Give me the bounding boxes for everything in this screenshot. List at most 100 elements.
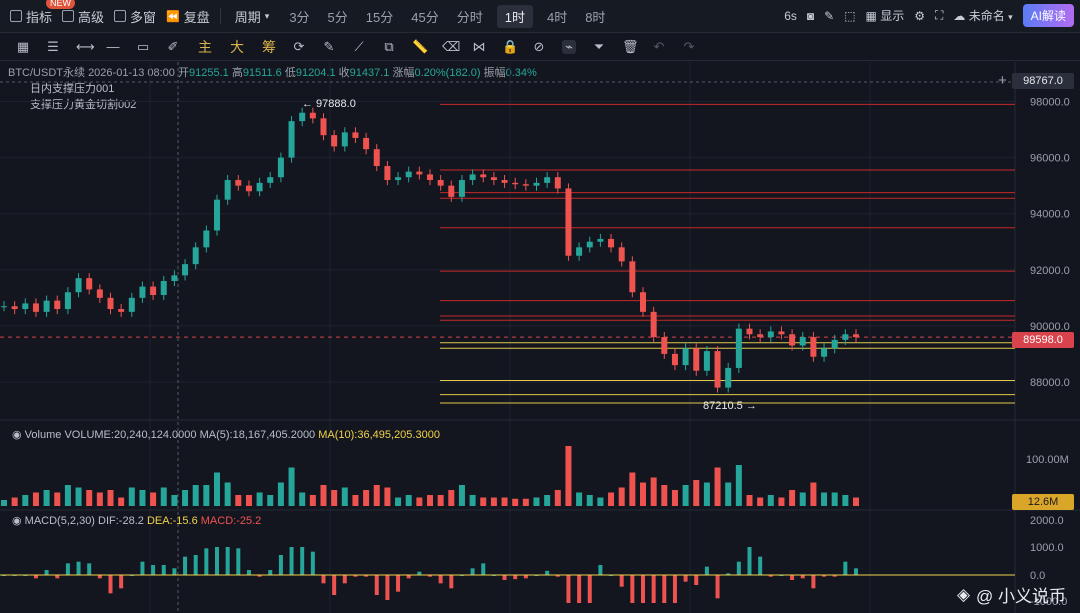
visibility-icon[interactable]: ⊘ — [533, 38, 545, 54]
menu-icon[interactable]: ☰ — [47, 38, 59, 54]
period-45m[interactable]: 45分 — [411, 9, 439, 25]
volume-bar — [75, 487, 82, 506]
camera-icon[interactable]: ◙ — [806, 8, 815, 23]
candle-body — [821, 348, 828, 357]
line-tool-icon[interactable]: ⟋ — [354, 38, 364, 54]
macd-bar — [459, 575, 464, 576]
volume-bar — [757, 497, 764, 506]
candle-body — [480, 174, 487, 178]
macd-bar — [225, 547, 230, 575]
candle-body — [203, 230, 210, 248]
eraser-icon[interactable]: ⌫ — [442, 38, 461, 54]
period-5m[interactable]: 5分 — [327, 9, 348, 25]
change-label: 涨幅 — [392, 67, 415, 79]
volume-bar — [554, 490, 561, 506]
trend-line-icon[interactable]: ⟷ — [76, 38, 95, 54]
copy-icon[interactable]: ⧉ — [384, 38, 394, 54]
magnet-icon[interactable]: ⋈ — [472, 38, 486, 54]
macd-bar — [246, 570, 251, 575]
filter-icon[interactable]: ⏷ — [593, 38, 605, 54]
period-15m[interactable]: 15分 — [365, 9, 394, 25]
candle-body — [427, 174, 433, 181]
horizontal-line-icon[interactable]: — — [106, 38, 120, 54]
open-value: 91255.1 — [188, 67, 229, 79]
volume-bar — [192, 485, 199, 506]
cloud-button[interactable]: ☁ 未命名 ▾ — [953, 7, 1012, 24]
volume-bar — [480, 497, 487, 506]
macd-bar — [140, 561, 145, 575]
macd-bar — [193, 555, 198, 575]
gear-icon[interactable]: ⚙ — [914, 8, 926, 23]
magic-tool-icon[interactable]: ⌁ — [562, 39, 576, 54]
fullscreen-icon[interactable]: ⛶ — [935, 8, 944, 22]
period-dropdown[interactable]: 周期 ▾ — [235, 7, 270, 26]
brush-tool-icon[interactable]: ✎ — [323, 38, 335, 54]
period-4h[interactable]: 4时 — [546, 9, 568, 25]
eye-icon[interactable]: ◉ — [12, 515, 22, 527]
replay-button[interactable]: ⏪ 复盘 — [166, 7, 210, 26]
eye-icon[interactable]: ◉ — [12, 429, 22, 441]
volume-bar — [490, 497, 497, 506]
candle-body — [22, 303, 29, 310]
ai-read-button[interactable]: AI解读 — [1022, 4, 1074, 27]
high-value: 91511.6 — [242, 67, 282, 79]
display-label: 显示 — [880, 9, 905, 23]
candle-body — [458, 180, 465, 197]
layout-icon[interactable]: ⬚ — [844, 8, 856, 23]
layout-grid-icon[interactable]: ▦ — [16, 38, 30, 54]
replay-icon: ⏪ — [166, 10, 180, 23]
candle-body — [395, 177, 402, 181]
macd-bar — [747, 547, 752, 575]
macd-bar — [651, 575, 656, 603]
macd-bar — [683, 575, 688, 582]
redo-icon[interactable]: ↷ — [683, 38, 695, 54]
price-tick-label: 88000.0 — [1030, 377, 1070, 389]
main-force-button[interactable]: 主 — [198, 38, 212, 55]
trash-icon[interactable]: 🗑 — [622, 38, 639, 54]
watermark-text: @ 小义说币 — [976, 587, 1066, 606]
display-button[interactable]: ▦ 显示 — [866, 7, 905, 24]
candle-body — [192, 247, 199, 265]
change-value: 0.20%(182.0) — [414, 67, 481, 79]
candle-body — [86, 278, 93, 290]
rotate-icon[interactable]: ⟳ — [293, 38, 305, 54]
close-value: 91437.1 — [349, 67, 390, 79]
brush-icon[interactable]: ✐ — [167, 38, 179, 54]
display-icon: ▦ — [865, 9, 877, 23]
macd-bar — [310, 551, 315, 575]
volume-bar — [810, 482, 817, 506]
candle-body — [629, 261, 636, 293]
top-toolbar: 指标 NEW 高级 多窗 ⏪ 复盘 周期 ▾ 3分 5分 15分 45分 分时 … — [0, 0, 1080, 33]
current-price-label: 89598.0 — [1012, 332, 1074, 348]
overlay-indicator-1[interactable]: 日内支撑压力001 — [30, 83, 115, 95]
undo-icon[interactable]: ↶ — [653, 38, 665, 54]
macd-bar — [694, 575, 699, 585]
period-8h[interactable]: 8时 — [585, 9, 606, 25]
multi-window-button[interactable]: 多窗 — [114, 7, 156, 26]
price-tick-label: 96000.0 — [1030, 153, 1070, 165]
indicator-button[interactable]: 指标 NEW — [10, 0, 75, 26]
period-1h[interactable]: 1时 — [496, 4, 533, 28]
ruler-icon[interactable]: 📏 — [412, 38, 429, 54]
rectangle-icon[interactable]: ▭ — [136, 38, 150, 54]
candle-body — [43, 300, 50, 312]
refresh-interval[interactable]: 6s — [784, 8, 797, 23]
volume-bar — [277, 482, 284, 506]
volume-bar — [128, 487, 135, 506]
macd-tick-label: 0.0 — [1030, 570, 1045, 582]
period-timeline[interactable]: 分时 — [456, 9, 483, 25]
pen-icon[interactable]: ✎ — [824, 8, 835, 23]
big-order-button[interactable]: 大 — [230, 38, 244, 55]
add-icon[interactable]: + — [998, 72, 1007, 89]
macd-bar — [236, 548, 241, 575]
volume-bar — [32, 492, 39, 506]
chips-button[interactable]: 筹 — [262, 38, 276, 55]
overlay-indicator-2[interactable]: 支撑压力黄金切割002 — [30, 99, 137, 111]
candle-body — [554, 177, 561, 189]
period-3m[interactable]: 3分 — [289, 9, 310, 25]
advanced-button[interactable]: 高级 — [62, 7, 104, 26]
lock-icon[interactable]: 🔒 — [502, 38, 519, 54]
volume-bar — [182, 490, 189, 506]
volume-bar — [139, 490, 146, 506]
candle-body — [32, 303, 39, 312]
